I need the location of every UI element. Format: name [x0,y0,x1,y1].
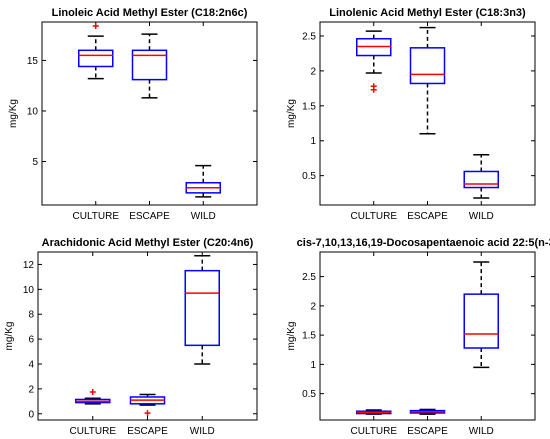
panel-title: Linoleic Acid Methyl Ester (C18:2n6c) [52,7,248,19]
y-tick-label: 2 [310,66,316,77]
box-iqr [184,269,220,347]
box-culture [75,389,111,405]
panel-title: Arachidonic Acid Methyl Ester (C20:4n6) [42,237,254,249]
outlier-marker [92,23,99,30]
box-wild [463,153,499,199]
x-tick-label: CULTURE [351,426,398,437]
box-iqr [463,293,499,349]
box-iqr [463,170,499,189]
y-tick-label: 2 [310,301,316,312]
y-tick-label: 1.5 [302,101,316,112]
y-axis-label: mg/Kg [4,322,15,351]
box-wild [185,164,221,198]
outlier-marker [370,83,377,90]
y-tick-label: 6 [28,335,34,346]
y-tick-label: 10 [27,106,39,117]
box-escape [409,26,446,135]
y-tick-label: 8 [28,310,34,321]
panel-title: cis-7,10,13,16,19-Docosapentaenoic acid … [297,237,550,249]
y-tick-label: 5 [32,157,38,168]
panel-4: cis-7,10,13,16,19-Docosapentaenoic acid … [286,237,550,437]
x-tick-label: CULTURE [70,426,117,437]
y-tick-label: 0.5 [302,389,316,400]
y-tick-label: 1 [310,360,316,371]
panel-1: Linoleic Acid Methyl Ester (C18:2n6c) mg/… [8,7,258,222]
x-tick-label: CULTURE [73,211,120,222]
box-culture [356,409,392,415]
box-culture [78,23,114,80]
x-tick-label: ESCAPE [129,211,170,222]
x-tick-label: ESCAPE [127,426,168,437]
y-tick-label: 2.5 [302,272,316,283]
box-iqr [409,47,446,85]
box-wild [184,254,220,365]
box-culture [356,30,392,93]
box-wild [463,261,499,369]
box-escape [131,33,168,99]
x-tick-label: WILD [469,426,494,437]
y-tick-label: 0.5 [302,171,316,182]
x-tick-label: WILD [191,211,216,222]
y-axis-label: mg/Kg [286,99,297,128]
y-tick-label: 15 [27,56,39,67]
y-tick-label: 2 [28,384,34,395]
x-tick-label: CULTURE [351,211,398,222]
y-tick-label: 2.5 [302,31,316,42]
box-iqr [78,49,114,68]
outlier-marker [144,410,151,417]
x-tick-label: WILD [190,426,215,437]
x-tick-label: ESCAPE [407,426,448,437]
outlier-marker [89,389,96,395]
y-tick-label: 4 [28,360,34,371]
panel-2: Linolenic Acid Methyl Ester (C18:3n3) mg/… [286,7,536,222]
x-tick-label: ESCAPE [407,211,448,222]
y-tick-label: 12 [23,260,35,271]
x-tick-label: WILD [469,211,494,222]
axes-frame [319,251,536,421]
panel-title: Linolenic Acid Methyl Ester (C18:3n3) [329,7,526,19]
box-escape [129,393,166,417]
y-tick-label: 1 [310,136,316,147]
y-tick-label: 1.5 [302,331,316,342]
panel-3: Arachidonic Acid Methyl Ester (C20:4n6) m… [4,237,258,437]
y-axis-label: mg/Kg [8,99,19,128]
box-iqr [131,49,168,81]
y-axis-label: mg/Kg [286,322,297,351]
y-tick-label: 0 [28,409,34,420]
y-tick-label: 10 [23,285,35,296]
box-escape [409,408,446,415]
